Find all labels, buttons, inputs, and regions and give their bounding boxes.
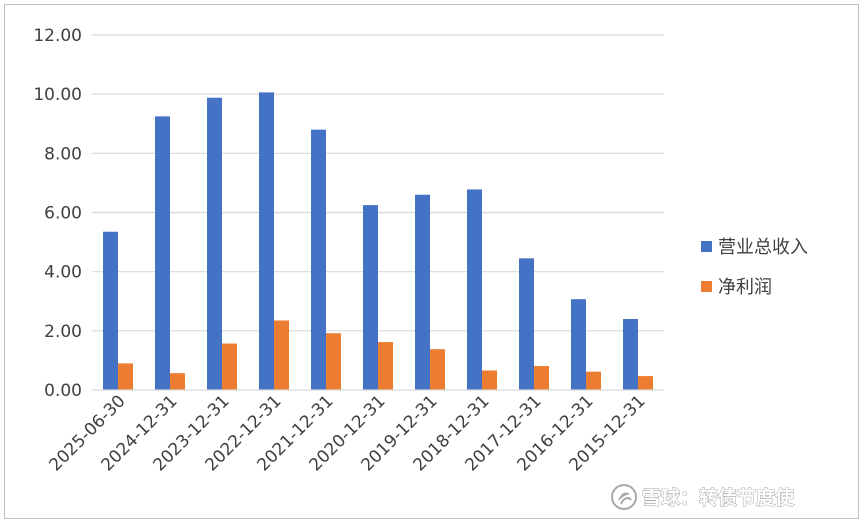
bar-revenue (623, 319, 638, 390)
bar-revenue (103, 231, 118, 390)
bar-net-profit (378, 342, 393, 390)
bar-revenue (259, 92, 274, 391)
y-tick-label: 4.00 (44, 263, 82, 283)
bar-net-profit (430, 349, 445, 390)
snowball-logo-icon (611, 484, 637, 510)
legend-label: 净利润 (718, 277, 772, 298)
y-tick-label: 10.00 (33, 85, 82, 105)
bar-revenue (415, 194, 430, 390)
bar-revenue (207, 97, 222, 390)
chart-frame (4, 4, 859, 519)
y-tick-label: 6.00 (44, 204, 82, 224)
legend-label: 营业总收入 (718, 237, 808, 258)
bar-net-profit (222, 343, 237, 390)
bar-net-profit (118, 363, 133, 390)
bar-revenue (571, 299, 586, 390)
watermark: 雪球：转债节度使 (611, 484, 795, 510)
legend-swatch (701, 241, 712, 252)
bar-revenue (155, 116, 170, 391)
bars (103, 92, 653, 391)
bar-revenue (311, 129, 326, 390)
legend-swatch (701, 281, 712, 292)
bar-revenue (467, 189, 482, 390)
bar-net-profit (586, 371, 601, 390)
bar-net-profit (482, 370, 497, 390)
bar-net-profit (274, 320, 289, 390)
y-tick-label: 12.00 (33, 26, 82, 46)
x-axis-tick-labels: 2025-06-302024-12-312023-12-312022-12-31… (46, 391, 650, 475)
bar-revenue (519, 258, 534, 390)
watermark-text: 雪球：转债节度使 (642, 486, 795, 509)
y-tick-label: 2.00 (44, 322, 82, 342)
bar-net-profit (326, 333, 341, 390)
y-tick-label: 8.00 (44, 144, 82, 164)
y-tick-label: 0.00 (44, 381, 82, 401)
bar-net-profit (170, 373, 185, 390)
y-axis-tick-labels: 0.00 2.00 4.00 6.00 8.00 10.00 12.00 (33, 26, 82, 401)
bar-net-profit (638, 376, 653, 390)
bar-net-profit (534, 366, 549, 390)
bar-revenue (363, 205, 378, 390)
gridlines (92, 34, 664, 332)
